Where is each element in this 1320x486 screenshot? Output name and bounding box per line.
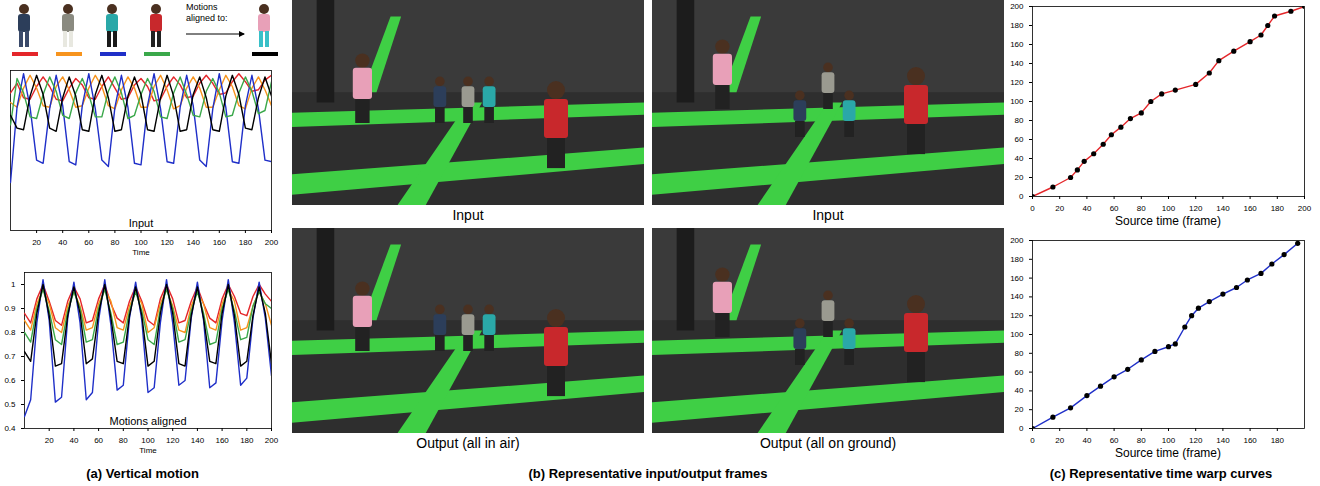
- svg-text:0.8: 0.8: [4, 328, 16, 337]
- svg-text:140: 140: [191, 436, 205, 445]
- svg-text:100: 100: [141, 436, 155, 445]
- svg-text:Time: Time: [139, 446, 157, 455]
- svg-text:40: 40: [1082, 436, 1091, 445]
- svg-text:120: 120: [1010, 311, 1024, 320]
- svg-text:60: 60: [94, 436, 103, 445]
- svg-text:0.7: 0.7: [4, 352, 16, 361]
- svg-text:100: 100: [134, 238, 148, 247]
- html-text:(c) Representative time warp c: (c) Representative time warp curves: [1049, 466, 1273, 481]
- svg-text:60: 60: [1110, 436, 1119, 445]
- svg-text:140: 140: [1216, 204, 1230, 213]
- svg-text:60: 60: [1015, 368, 1024, 377]
- svg-text:0.6: 0.6: [4, 376, 16, 385]
- svg-text:140: 140: [1216, 436, 1230, 445]
- svg-text:120: 120: [1010, 78, 1024, 87]
- svg-text:200: 200: [1010, 2, 1024, 11]
- svg-text:Time: Time: [132, 248, 150, 257]
- svg-text:180: 180: [1271, 436, 1285, 445]
- svg-text:aligned to:: aligned to:: [186, 13, 228, 23]
- svg-text:100: 100: [1010, 97, 1024, 106]
- svg-text:Motions: Motions: [186, 2, 218, 12]
- html-text:Output (all in air): Output (all in air): [416, 435, 520, 451]
- svg-text:120: 120: [160, 238, 174, 247]
- svg-text:160: 160: [1010, 274, 1024, 283]
- html-text:Input: Input: [812, 207, 844, 223]
- svg-text:160: 160: [213, 238, 227, 247]
- svg-text:180: 180: [1010, 255, 1024, 264]
- svg-text:160: 160: [215, 436, 229, 445]
- svg-text:20: 20: [1015, 405, 1024, 414]
- svg-text:80: 80: [110, 238, 119, 247]
- svg-text:20: 20: [1015, 173, 1024, 182]
- svg-text:60: 60: [1110, 204, 1119, 213]
- svg-text:100: 100: [1162, 436, 1176, 445]
- svg-text:0: 0: [1030, 436, 1035, 445]
- svg-text:0: 0: [1030, 204, 1035, 213]
- svg-text:60: 60: [84, 238, 93, 247]
- svg-text:Input: Input: [129, 217, 153, 229]
- svg-text:80: 80: [1015, 116, 1024, 125]
- svg-text:140: 140: [1010, 59, 1024, 68]
- svg-text:100: 100: [1010, 330, 1024, 339]
- svg-text:Motions aligned: Motions aligned: [109, 415, 186, 427]
- svg-text:140: 140: [1010, 292, 1024, 301]
- svg-text:120: 120: [1189, 436, 1203, 445]
- svg-text:140: 140: [187, 238, 201, 247]
- svg-text:20: 20: [1055, 436, 1064, 445]
- svg-text:0.9: 0.9: [4, 304, 16, 313]
- html-text:(b) Representative input/outpu: (b) Representative input/output frames: [528, 466, 768, 481]
- html-text:Source time (frame): Source time (frame): [1115, 214, 1221, 228]
- svg-text:80: 80: [1137, 204, 1146, 213]
- svg-text:100: 100: [1162, 204, 1176, 213]
- svg-text:200: 200: [1298, 204, 1312, 213]
- svg-text:80: 80: [119, 436, 128, 445]
- svg-text:20: 20: [45, 436, 54, 445]
- svg-text:40: 40: [1015, 386, 1024, 395]
- svg-text:40: 40: [1082, 204, 1091, 213]
- svg-text:180: 180: [239, 238, 253, 247]
- svg-text:120: 120: [1189, 204, 1203, 213]
- html-text:Source time (frame): Source time (frame): [1115, 446, 1221, 460]
- html-text:Input: Input: [452, 207, 484, 223]
- html-text:Output (all on ground): Output (all on ground): [759, 435, 897, 451]
- svg-text:200: 200: [265, 436, 279, 445]
- svg-text:80: 80: [1015, 349, 1024, 358]
- svg-text:1: 1: [11, 280, 16, 289]
- svg-text:0.5: 0.5: [4, 400, 16, 409]
- svg-text:200: 200: [265, 238, 279, 247]
- svg-text:60: 60: [1015, 135, 1024, 144]
- svg-text:40: 40: [1015, 154, 1024, 163]
- svg-text:160: 160: [1010, 40, 1024, 49]
- svg-text:160: 160: [1243, 204, 1257, 213]
- svg-text:20: 20: [32, 238, 41, 247]
- svg-text:40: 40: [69, 436, 78, 445]
- svg-text:0: 0: [1019, 192, 1024, 201]
- svg-text:40: 40: [58, 238, 67, 247]
- svg-text:20: 20: [1055, 204, 1064, 213]
- svg-text:200: 200: [1010, 236, 1024, 245]
- svg-text:0: 0: [1019, 424, 1024, 433]
- svg-text:0.4: 0.4: [4, 424, 16, 433]
- svg-text:80: 80: [1137, 436, 1146, 445]
- svg-text:160: 160: [1243, 436, 1257, 445]
- html-text:(a) Vertical motion: (a) Vertical motion: [86, 466, 199, 481]
- svg-text:180: 180: [1010, 21, 1024, 30]
- svg-text:180: 180: [240, 436, 254, 445]
- svg-text:120: 120: [166, 436, 180, 445]
- svg-text:180: 180: [1271, 204, 1285, 213]
